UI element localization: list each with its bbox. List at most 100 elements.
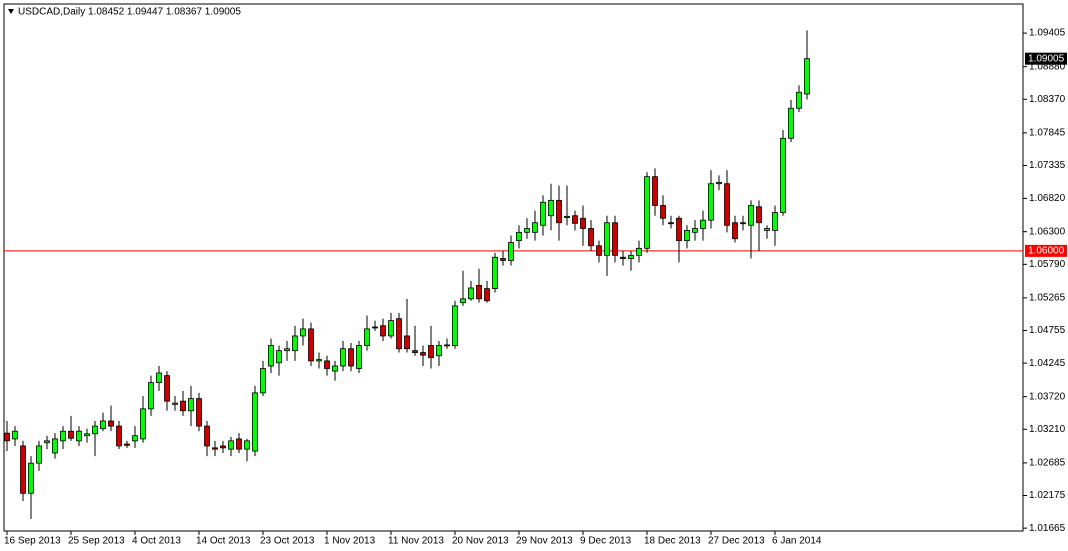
candle-body (652, 176, 658, 206)
candle-body (756, 206, 762, 224)
candle-body (28, 462, 34, 494)
candle-body (644, 176, 650, 249)
candle-body (316, 359, 322, 362)
candle-body (452, 305, 458, 346)
candle-body (196, 398, 202, 427)
x-tick-label: 1 Nov 2013 (324, 536, 376, 547)
candle-body (716, 182, 722, 185)
candle-body (420, 352, 426, 356)
candle-body (612, 222, 618, 256)
candle-body (412, 350, 418, 353)
candle-body (564, 215, 570, 219)
candle-body (140, 408, 146, 440)
y-tick-label: 1.01665 (1029, 523, 1066, 534)
x-tick-label: 25 Sep 2013 (68, 536, 125, 547)
candle-body (676, 217, 682, 242)
candle-body (236, 438, 242, 450)
candle-body (492, 256, 498, 290)
candle-body (108, 420, 114, 427)
candle-body (364, 328, 370, 346)
candle-body (276, 350, 282, 364)
x-tick-label: 20 Nov 2013 (452, 536, 509, 547)
candle-body (428, 345, 434, 359)
candle-body (732, 222, 738, 240)
candle-body (100, 420, 106, 430)
candle-body (268, 345, 274, 367)
candle-body (468, 287, 474, 300)
candle-body (764, 228, 770, 231)
candle-body (508, 242, 514, 261)
y-tick-label: 1.05790 (1029, 259, 1066, 270)
candle-body (692, 228, 698, 233)
candle-body (260, 368, 266, 394)
candle-body (36, 445, 42, 464)
candle-body (148, 382, 154, 410)
candle-body (292, 335, 298, 352)
candle-body (20, 445, 26, 494)
level-label: 1.06000 (1028, 246, 1065, 257)
y-tick-label: 1.06820 (1029, 193, 1066, 204)
y-tick-label: 1.08370 (1029, 94, 1066, 105)
candle-body (404, 335, 410, 350)
x-tick-label: 16 Sep 2013 (4, 536, 61, 547)
candle-body (684, 230, 690, 242)
candle-body (116, 425, 122, 447)
candle-body (124, 443, 130, 446)
candle-body (252, 392, 258, 452)
candle-body (660, 205, 666, 219)
candle-body (212, 447, 218, 450)
candle-body (60, 430, 66, 442)
x-tick-label: 23 Oct 2013 (260, 536, 315, 547)
candle-body (332, 365, 338, 372)
y-tick-label: 1.02175 (1029, 490, 1066, 501)
candle-body (628, 254, 634, 259)
x-tick-label: 27 Dec 2013 (708, 536, 765, 547)
candle-body (708, 183, 714, 221)
menu-arrow (8, 9, 14, 14)
candle-body (724, 183, 730, 226)
candle-body (356, 345, 362, 369)
candle-body (380, 325, 386, 337)
x-tick-label: 14 Oct 2013 (196, 536, 251, 547)
y-tick-label: 1.04755 (1029, 325, 1066, 336)
candle-body (340, 348, 346, 367)
candle-body (436, 345, 442, 357)
x-tick-label: 11 Nov 2013 (388, 536, 444, 547)
candle-body (228, 440, 234, 450)
x-tick-label: 9 Dec 2013 (580, 536, 632, 547)
candle-body (284, 348, 290, 352)
candle-body (500, 258, 506, 261)
candle-body (348, 348, 354, 367)
candle-body (796, 91, 802, 109)
candle-body (460, 298, 466, 304)
candle-body (524, 228, 530, 233)
candle-body (52, 438, 58, 454)
candle-body (444, 344, 450, 347)
candle-body (476, 285, 482, 300)
candle-body (300, 328, 306, 337)
y-tick-label: 1.08880 (1029, 61, 1066, 72)
candle-body (220, 445, 226, 449)
y-tick-label: 1.02685 (1029, 458, 1066, 469)
last-price-label: 1.09005 (1028, 53, 1065, 64)
candle-body (748, 205, 754, 226)
chart-title: USDCAD,Daily 1.08452 1.09447 1.08367 1.0… (18, 7, 241, 18)
candle-body (76, 430, 82, 442)
candle-body (308, 328, 314, 362)
candle-body (372, 326, 378, 329)
candle-body (12, 430, 18, 440)
y-tick-label: 1.07335 (1029, 160, 1066, 171)
x-tick-label: 29 Nov 2013 (516, 536, 573, 547)
candle-body (180, 400, 186, 412)
candle-body (788, 107, 794, 139)
candle-body (804, 58, 810, 95)
candle-body (580, 217, 586, 229)
candle-body (132, 435, 138, 442)
candle-body (780, 137, 786, 213)
level-tag (1025, 244, 1067, 257)
candle-body (188, 398, 194, 412)
candle-body (164, 375, 170, 402)
candle-body (204, 425, 210, 447)
candle-body (540, 201, 546, 226)
